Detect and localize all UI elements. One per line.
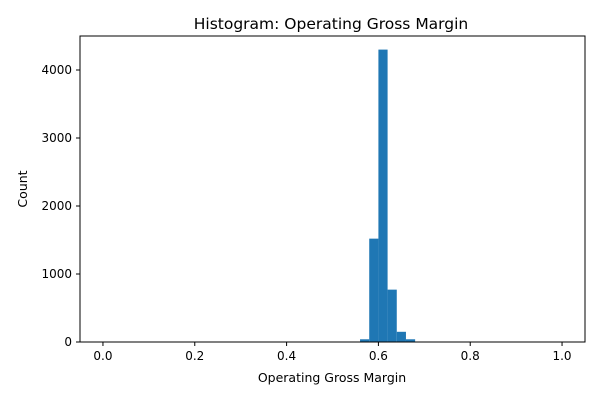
y-tick-label: 4000 (41, 63, 72, 77)
chart-title: Histogram: Operating Gross Margin (194, 15, 469, 33)
histogram-bar (369, 238, 379, 342)
y-tick-label: 2000 (41, 199, 72, 213)
histogram-bar (405, 339, 416, 342)
y-tick-label: 1000 (41, 267, 72, 281)
histogram-bar (387, 289, 397, 342)
y-axis-ticks: 0 1000 2000 3000 4000 (41, 63, 80, 349)
x-tick-label: 0.2 (185, 349, 204, 363)
histogram-bar (378, 49, 388, 342)
y-axis-label: Count (15, 170, 30, 207)
plot-area-frame (79, 35, 586, 343)
x-axis-ticks: 0.0 0.2 0.4 0.6 0.8 1.0 (93, 342, 572, 363)
x-tick-label: 0.6 (369, 349, 388, 363)
y-tick-label: 3000 (41, 131, 72, 145)
x-tick-label: 0.4 (277, 349, 296, 363)
histogram-bar (396, 331, 406, 342)
x-axis-label: Operating Gross Margin (258, 370, 406, 385)
y-tick-label: 0 (64, 335, 72, 349)
x-tick-label: 1.0 (552, 349, 571, 363)
x-tick-label: 0.0 (93, 349, 112, 363)
x-tick-label: 0.8 (461, 349, 480, 363)
histogram-bar (360, 339, 370, 342)
